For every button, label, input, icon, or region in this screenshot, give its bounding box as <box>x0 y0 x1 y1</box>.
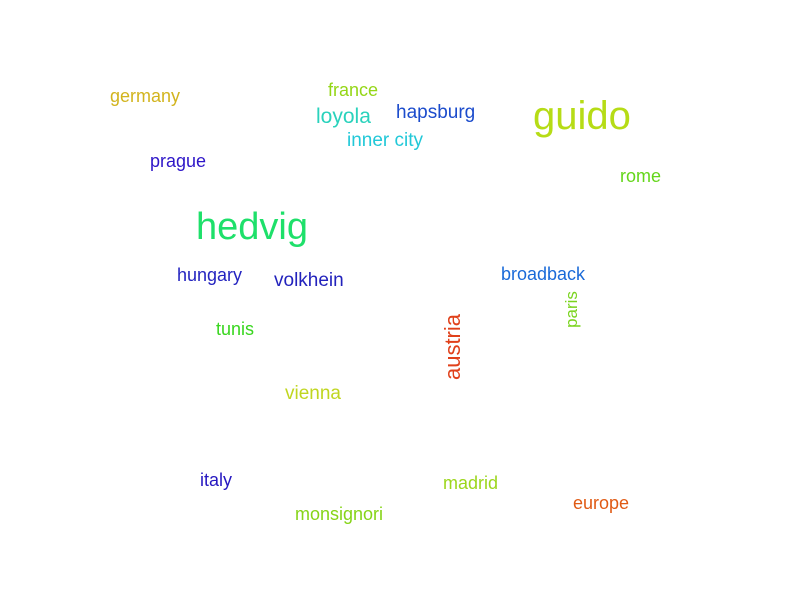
word-france: france <box>328 80 379 100</box>
word-hungary: hungary <box>177 265 243 285</box>
word-hedvig: hedvig <box>196 206 308 248</box>
word-vienna: vienna <box>285 383 341 404</box>
word-austria: austria <box>440 313 466 381</box>
word-hapsburg: hapsburg <box>396 102 476 123</box>
word-madrid: madrid <box>443 473 499 493</box>
word-rome: rome <box>620 166 662 186</box>
word-broadback: broadback <box>501 264 586 284</box>
word-inner-city: inner city <box>347 130 424 151</box>
word-loyola: loyola <box>316 105 371 128</box>
word-tunis: tunis <box>216 319 255 339</box>
word-europe: europe <box>573 493 630 513</box>
word-volkhein: volkhein <box>274 270 344 291</box>
word-prague: prague <box>150 151 207 171</box>
word-guido: guido <box>533 94 631 138</box>
word-monsignori: monsignori <box>295 504 384 524</box>
word-italy: italy <box>200 470 233 490</box>
word-paris: paris <box>561 291 581 328</box>
word-germany: germany <box>110 86 181 106</box>
